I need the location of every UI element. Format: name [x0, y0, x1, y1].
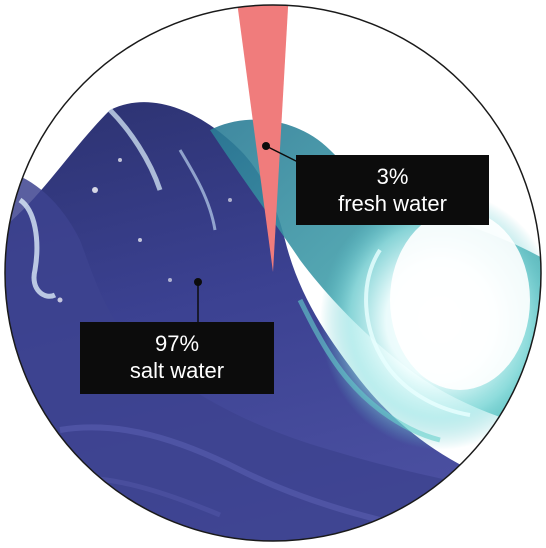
pie-slices	[237, 5, 289, 273]
salt-water-label: 97% salt water	[80, 322, 274, 394]
fresh-water-leader-dot	[262, 142, 270, 150]
fresh-water-label: 3% fresh water	[296, 155, 489, 225]
salt-water-leader-dot	[194, 278, 202, 286]
fresh-water-leader-line	[265, 145, 299, 163]
fresh-water-slice	[237, 5, 289, 273]
pie-outline	[4, 4, 542, 542]
fresh-water-name: fresh water	[338, 191, 447, 216]
label-leaders	[194, 142, 299, 322]
salt-water-percent: 97%	[154, 331, 200, 356]
salt-water-name: salt water	[129, 358, 225, 383]
fresh-water-percent: 3%	[376, 164, 409, 189]
